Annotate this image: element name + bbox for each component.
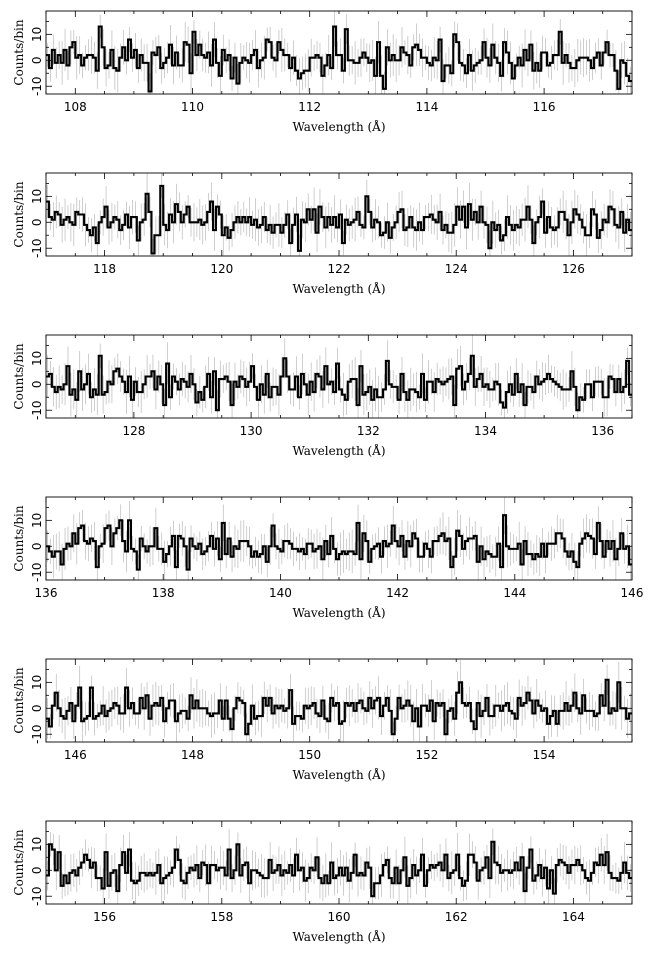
y-tick-label: 10: [30, 351, 44, 366]
x-axis-title: Wavelength (Å): [292, 767, 385, 782]
error-bars: [47, 497, 631, 580]
y-axis: -10 0 10: [30, 506, 632, 582]
x-tick-label: 132: [357, 424, 380, 438]
y-tick-label: 0: [30, 542, 44, 550]
y-axis-title: Counts/bin: [12, 829, 26, 895]
x-tick-label: 114: [415, 100, 438, 114]
x-tick-label: 110: [181, 100, 204, 114]
y-tick-label: -10: [30, 562, 44, 582]
y-tick-label: -10: [30, 724, 44, 744]
y-tick-label: 0: [30, 218, 44, 226]
x-tick-label: 156: [93, 910, 116, 924]
x-tick-label: 152: [415, 748, 438, 762]
error-bars: [47, 660, 631, 742]
spectrum-step-series: [46, 184, 632, 255]
x-tick-label: 142: [386, 586, 409, 600]
x-axis-title: Wavelength (Å): [292, 281, 385, 296]
spectrum-step-series: [46, 514, 632, 571]
spectrum-step-series: [46, 840, 632, 898]
y-tick-label: -10: [30, 76, 44, 96]
x-tick-label: 120: [210, 262, 233, 276]
x-tick-label: 146: [64, 748, 87, 762]
y-tick-label: 0: [30, 704, 44, 712]
panel-2: 118 120 122 124 126 -10 0 10 Wavelength (Å) Count…: [12, 172, 633, 296]
x-tick-label: 112: [298, 100, 321, 114]
x-tick-label: 146: [621, 586, 644, 600]
x-tick-label: 164: [562, 910, 585, 924]
x-tick-label: 162: [445, 910, 468, 924]
y-axis: -10 0 10: [30, 182, 632, 258]
x-axis-title: Wavelength (Å): [292, 119, 385, 134]
x-tick-label: 140: [269, 586, 292, 600]
y-tick-label: 10: [30, 675, 44, 690]
x-tick-label: 138: [152, 586, 175, 600]
x-axis: 118 120 122 124 126: [45, 173, 633, 276]
x-tick-label: 150: [298, 748, 321, 762]
y-tick-label: -10: [30, 886, 44, 906]
x-axis: 156 158 160 162 164: [45, 821, 633, 924]
x-tick-label: 136: [591, 424, 614, 438]
x-tick-label: 148: [181, 748, 204, 762]
y-axis: -10 0 10: [30, 668, 632, 744]
y-axis-title: Counts/bin: [12, 181, 26, 247]
y-axis-title: Counts/bin: [12, 667, 26, 733]
panel-5: 146 148 150 152 154 -10 0 10 Wavelength (Å) Count…: [12, 658, 633, 782]
plot-frame: [45, 496, 633, 581]
x-tick-label: 144: [503, 586, 526, 600]
y-axis: -10 0 10: [30, 830, 632, 906]
y-tick-label: 10: [30, 189, 44, 204]
spectrum-step-series: [46, 678, 632, 736]
plot-frame: [45, 658, 633, 743]
y-tick-label: 10: [30, 513, 44, 528]
x-tick-label: 134: [474, 424, 497, 438]
x-axis-title: Wavelength (Å): [292, 605, 385, 620]
y-tick-label: 0: [30, 866, 44, 874]
y-tick-label: 10: [30, 27, 44, 42]
y-tick-label: -10: [30, 400, 44, 420]
y-tick-label: -10: [30, 238, 44, 258]
y-axis: -10 0 10: [30, 20, 632, 96]
error-bars: [47, 828, 631, 904]
x-axis: 108 110 112 114 116: [45, 11, 633, 114]
panel-4: 136 138 140 142 144 146 -10 0 10 Wavelength (Å) Co…: [12, 496, 644, 620]
x-tick-label: 128: [122, 424, 145, 438]
x-axis-title: Wavelength (Å): [292, 443, 385, 458]
y-tick-label: 10: [30, 837, 44, 852]
y-axis: -10 0 10: [30, 344, 632, 420]
x-axis: 146 148 150 152 154: [45, 659, 633, 762]
x-tick-label: 126: [562, 262, 585, 276]
x-axis: 128 130 132 134 136: [45, 335, 633, 438]
x-tick-label: 130: [240, 424, 263, 438]
x-axis-title: Wavelength (Å): [292, 929, 385, 944]
spectrum-step-series: [46, 25, 632, 93]
y-axis-title: Counts/bin: [12, 19, 26, 85]
y-axis-title: Counts/bin: [12, 343, 26, 409]
x-tick-label: 158: [210, 910, 233, 924]
x-axis: 136 138 140 142 144 146: [35, 497, 644, 600]
y-tick-label: 0: [30, 380, 44, 388]
x-tick-label: 118: [93, 262, 116, 276]
x-tick-label: 122: [328, 262, 351, 276]
x-tick-label: 108: [64, 100, 87, 114]
spectrum-step-series: [46, 354, 632, 412]
x-tick-label: 136: [35, 586, 58, 600]
panel-1: 108 110 112 114 116 -10 0 10 Wavelength (Å) Count…: [12, 10, 633, 134]
x-tick-label: 124: [445, 262, 468, 276]
panel-6: 156 158 160 162 164 -10 0 10 Wavelength (Å) Count…: [12, 820, 633, 944]
x-tick-label: 160: [328, 910, 351, 924]
y-axis-title: Counts/bin: [12, 505, 26, 571]
panel-3: 128 130 132 134 136 -10 0 10 Wavelength (Å) Count…: [12, 334, 633, 458]
y-tick-label: 0: [30, 56, 44, 64]
x-tick-label: 116: [533, 100, 556, 114]
x-tick-label: 154: [533, 748, 556, 762]
plot-frame: [45, 820, 633, 905]
